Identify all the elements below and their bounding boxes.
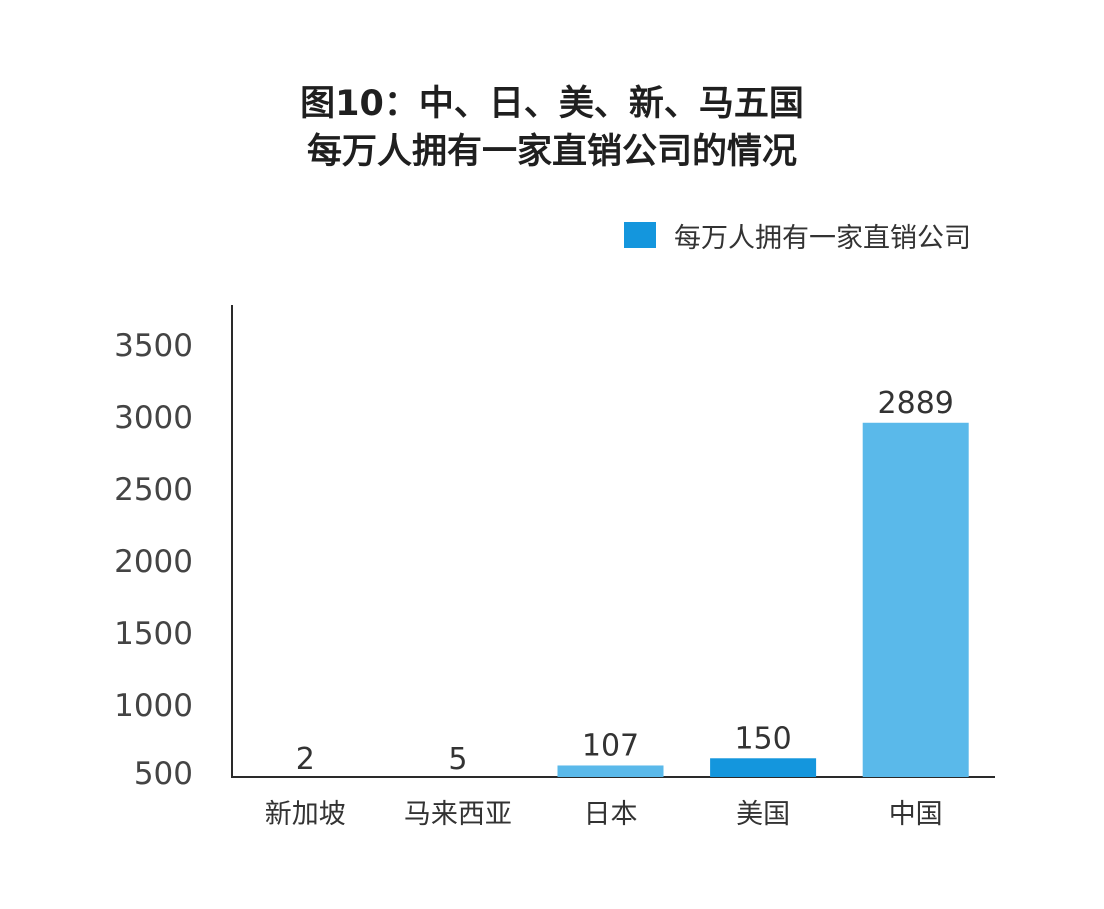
value-label-4: 2889 bbox=[878, 386, 954, 421]
value-label-2: 107 bbox=[582, 728, 639, 763]
x-tick-label-3: 美国 bbox=[736, 799, 790, 830]
value-label-3: 150 bbox=[734, 721, 791, 756]
bar-4 bbox=[862, 422, 969, 777]
y-tick-label-2000: 2000 bbox=[114, 544, 193, 580]
chart-title: 图10：中、日、美、新、马五国 每万人拥有一家直销公司的情况 bbox=[0, 80, 1104, 176]
x-tick-label-2: 日本 bbox=[584, 799, 638, 830]
x-tick-label-4: 中国 bbox=[889, 799, 943, 830]
y-tick-label-500: 500 bbox=[134, 756, 193, 792]
y-tick-label-2500: 2500 bbox=[114, 472, 193, 508]
chart-title-line-2: 每万人拥有一家直销公司的情况 bbox=[306, 132, 797, 172]
bar-3 bbox=[710, 758, 817, 777]
value-label-1: 5 bbox=[448, 742, 467, 777]
y-tick-label-3500: 3500 bbox=[114, 328, 193, 364]
value-label-0: 2 bbox=[296, 742, 315, 777]
legend-label: 每万人拥有一家直销公司 bbox=[674, 222, 971, 254]
y-tick-label-1500: 1500 bbox=[114, 616, 193, 652]
chart-title-line-1: 图10：中、日、美、新、马五国 bbox=[300, 84, 804, 124]
y-tick-label-3000: 3000 bbox=[114, 400, 193, 436]
y-tick-label-1000: 1000 bbox=[114, 688, 193, 724]
bar-2 bbox=[557, 765, 664, 777]
chart-legend: 每万人拥有一家直销公司 bbox=[624, 218, 971, 254]
x-tick-label-1: 马来西亚 bbox=[404, 799, 512, 830]
legend-swatch bbox=[624, 222, 656, 248]
x-tick-label-0: 新加坡 bbox=[265, 799, 346, 830]
